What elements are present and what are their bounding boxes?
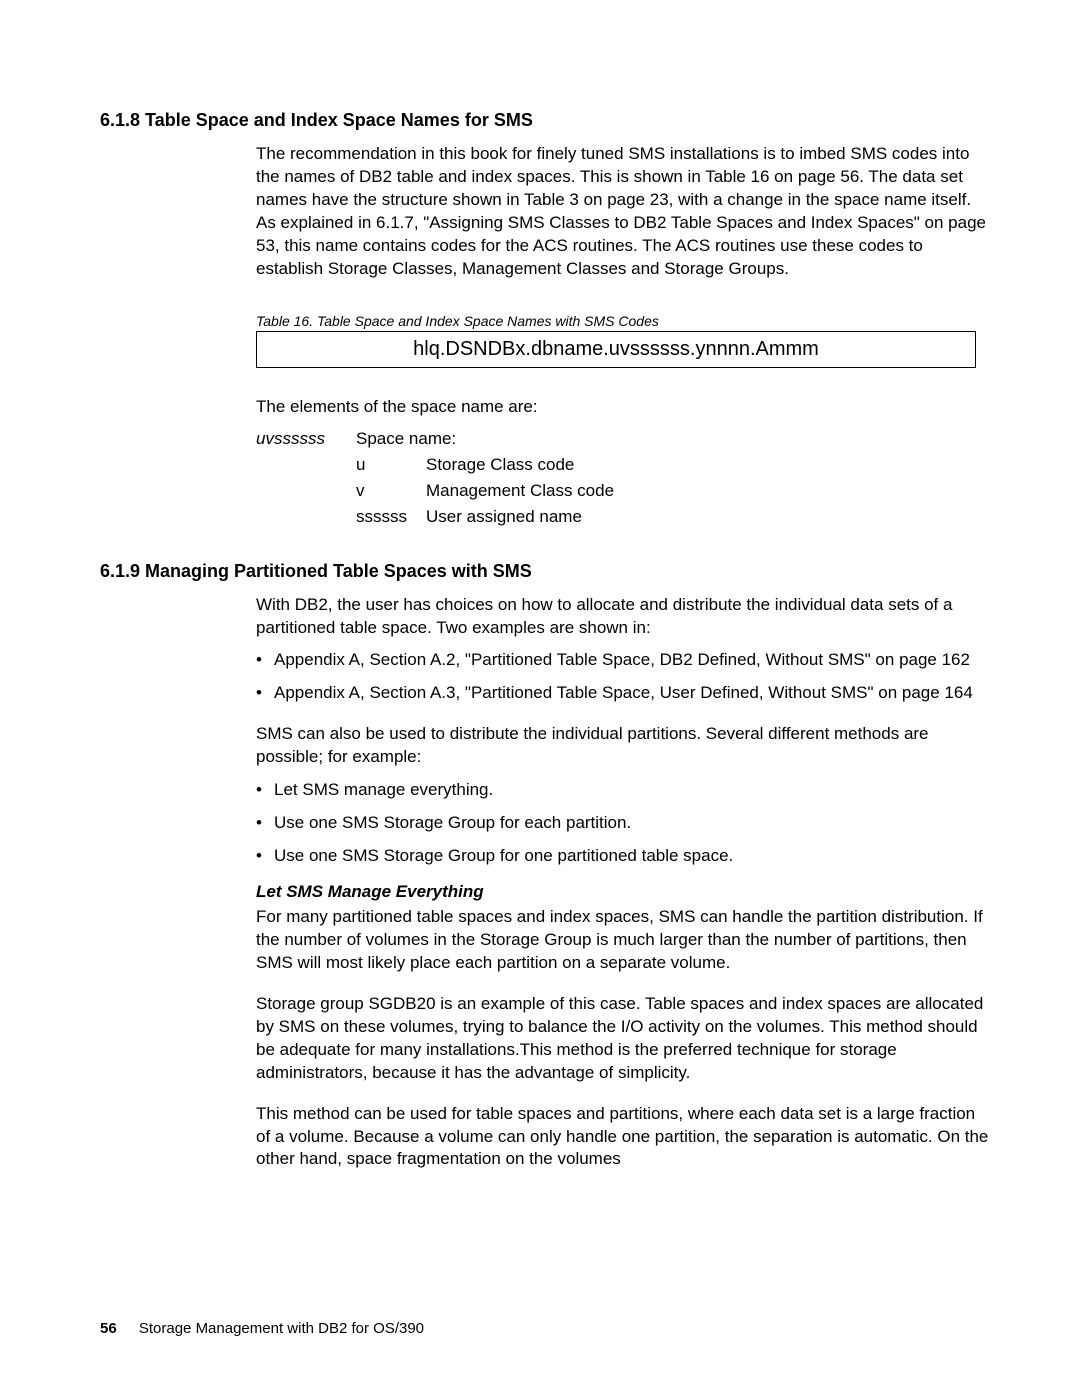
def-desc: Space name: xyxy=(356,429,990,449)
heading-618: 6.1.8 Table Space and Index Space Names … xyxy=(100,110,990,131)
heading-619: 6.1.9 Managing Partitioned Table Spaces … xyxy=(100,561,990,582)
bullet-text: Use one SMS Storage Group for one partit… xyxy=(274,845,990,868)
bullet-item: • Appendix A, Section A.3, "Partitioned … xyxy=(256,682,990,705)
bullet-text: Let SMS manage everything. xyxy=(274,779,990,802)
footer-page-number: 56 xyxy=(100,1320,117,1337)
subdef-row-1: v Management Class code xyxy=(356,481,990,501)
def-row-uvssssss: uvssssss Space name: xyxy=(256,429,990,449)
bullet-text: Appendix A, Section A.2, "Partitioned Ta… xyxy=(274,649,990,672)
subheading-let-sms: Let SMS Manage Everything xyxy=(256,882,990,902)
bullet-item: • Let SMS manage everything. xyxy=(256,779,990,802)
bullet-item: • Use one SMS Storage Group for one part… xyxy=(256,845,990,868)
elements-intro: The elements of the space name are: xyxy=(256,396,990,419)
bullet-marker: • xyxy=(256,779,274,802)
subdef-row-0: u Storage Class code xyxy=(356,455,990,475)
para-618-1: The recommendation in this book for fine… xyxy=(256,143,990,281)
subdef-term: ssssss xyxy=(356,507,426,527)
para-619-2: SMS can also be used to distribute the i… xyxy=(256,723,990,769)
bullet-text: Appendix A, Section A.3, "Partitioned Ta… xyxy=(274,682,990,705)
subdef-term: v xyxy=(356,481,426,501)
footer-title: Storage Management with DB2 for OS/390 xyxy=(139,1320,424,1337)
bullet-list-2: • Let SMS manage everything. • Use one S… xyxy=(256,779,990,868)
para-619-4: Storage group SGDB20 is an example of th… xyxy=(256,993,990,1085)
bullet-text: Use one SMS Storage Group for each parti… xyxy=(274,812,990,835)
subdef-row-2: ssssss User assigned name xyxy=(356,507,990,527)
bullet-item: • Use one SMS Storage Group for each par… xyxy=(256,812,990,835)
bullet-item: • Appendix A, Section A.2, "Partitioned … xyxy=(256,649,990,672)
bullet-list-1: • Appendix A, Section A.2, "Partitioned … xyxy=(256,649,990,705)
bullet-marker: • xyxy=(256,649,274,672)
page-content: 6.1.8 Table Space and Index Space Names … xyxy=(0,0,1080,1249)
subdef-desc: Storage Class code xyxy=(426,455,990,475)
bullet-marker: • xyxy=(256,812,274,835)
def-term: uvssssss xyxy=(256,429,356,449)
para-619-5: This method can be used for table spaces… xyxy=(256,1103,990,1172)
bullet-marker: • xyxy=(256,682,274,705)
table-16-box: hlq.DSNDBx.dbname.uvssssss.ynnnn.Ammm xyxy=(256,331,976,368)
para-619-1: With DB2, the user has choices on how to… xyxy=(256,594,990,640)
subdef-desc: User assigned name xyxy=(426,507,990,527)
page-footer: 56 Storage Management with DB2 for OS/39… xyxy=(100,1320,424,1337)
para-619-3: For many partitioned table spaces and in… xyxy=(256,906,990,975)
subdef-term: u xyxy=(356,455,426,475)
table-16-caption: Table 16. Table Space and Index Space Na… xyxy=(256,313,990,329)
bullet-marker: • xyxy=(256,845,274,868)
subdef-desc: Management Class code xyxy=(426,481,990,501)
